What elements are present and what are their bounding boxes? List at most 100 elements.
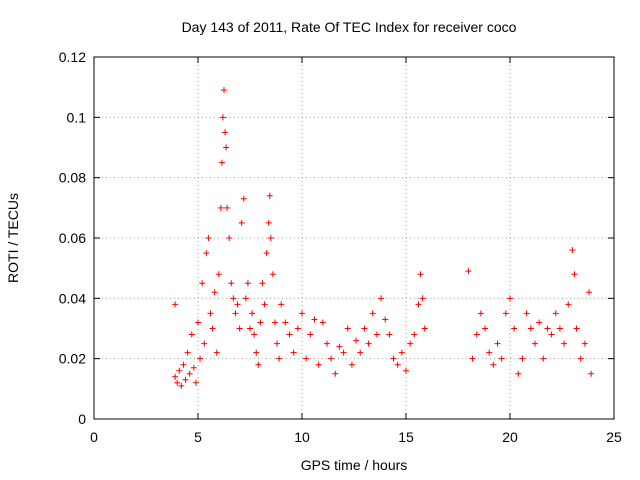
data-point — [203, 250, 210, 257]
data-point — [477, 310, 484, 317]
data-point — [172, 373, 179, 380]
data-point — [482, 325, 489, 332]
data-point — [215, 271, 222, 278]
x-tick-label: 5 — [194, 429, 202, 445]
data-point — [226, 235, 233, 241]
data-point — [192, 379, 199, 386]
data-point — [344, 325, 351, 332]
data-point — [228, 280, 235, 287]
y-tick-label: 0.08 — [59, 170, 86, 186]
x-tick-label: 15 — [398, 429, 414, 445]
plot-frame — [93, 56, 615, 420]
data-point — [556, 325, 563, 332]
data-point — [378, 295, 385, 302]
data-point — [188, 331, 195, 338]
x-axis-ticks: 0 5 10 15 20 25 — [90, 57, 622, 445]
data-point — [390, 355, 397, 362]
data-point — [219, 114, 226, 121]
data-point — [336, 343, 343, 350]
data-point — [577, 355, 584, 362]
data-point — [182, 376, 189, 383]
data-point — [178, 382, 185, 389]
data-point — [195, 319, 201, 326]
y-tick-label: 0.02 — [59, 351, 86, 367]
data-point — [490, 361, 497, 368]
data-point — [332, 370, 339, 377]
data-point — [502, 310, 509, 317]
data-point — [373, 331, 380, 338]
data-point — [261, 301, 268, 308]
data-point — [394, 361, 401, 368]
data-point — [569, 247, 576, 254]
data-point — [282, 319, 289, 326]
data-point — [353, 337, 360, 344]
data-point — [222, 129, 229, 136]
data-point — [242, 295, 249, 302]
data-point — [266, 192, 273, 199]
data-point — [561, 340, 568, 347]
data-point — [348, 361, 355, 368]
data-point — [197, 355, 204, 362]
data-point — [269, 271, 276, 278]
x-axis-title: GPS time / hours — [301, 457, 408, 473]
data-point — [201, 340, 208, 347]
data-point — [544, 325, 551, 332]
data-point — [473, 331, 480, 338]
data-point — [176, 367, 183, 374]
data-point — [411, 331, 418, 338]
data-point — [199, 280, 206, 287]
grid-lines — [94, 57, 614, 419]
data-point — [407, 340, 414, 347]
data-point — [417, 271, 424, 278]
data-point — [531, 340, 538, 347]
data-point — [540, 355, 547, 362]
y-axis-ticks: 0 0.02 0.04 0.06 0.08 0.1 0.12 — [59, 49, 614, 427]
data-point — [307, 331, 314, 338]
data-point — [259, 280, 266, 287]
data-point — [249, 310, 256, 317]
data-point — [581, 340, 588, 347]
data-point — [172, 301, 179, 308]
data-point — [184, 349, 191, 356]
data-point — [494, 340, 501, 347]
data-points — [172, 87, 595, 389]
data-point — [571, 271, 578, 278]
data-point — [465, 268, 472, 275]
data-point — [213, 349, 220, 356]
data-point — [565, 301, 572, 308]
data-point — [536, 319, 543, 326]
y-axis-title: ROTI / TECUs — [5, 193, 21, 283]
data-point — [265, 219, 272, 226]
data-point — [311, 316, 318, 323]
data-point — [180, 361, 187, 368]
data-point — [174, 379, 181, 386]
data-point — [247, 325, 253, 332]
data-point — [240, 195, 247, 202]
data-point — [218, 159, 225, 166]
data-point — [357, 349, 364, 356]
x-tick-label: 25 — [606, 429, 622, 445]
data-point — [498, 355, 505, 362]
data-point — [386, 331, 393, 338]
data-point — [244, 280, 251, 287]
data-point — [369, 310, 376, 317]
data-point — [278, 301, 285, 308]
data-point — [319, 319, 326, 326]
data-point — [419, 295, 426, 302]
data-point — [263, 250, 270, 257]
y-tick-label: 0.12 — [59, 49, 86, 65]
data-point — [190, 364, 197, 371]
data-point — [299, 310, 305, 317]
data-point — [548, 331, 555, 338]
data-point — [234, 301, 241, 308]
y-tick-label: 0 — [78, 411, 86, 427]
data-point — [340, 349, 347, 356]
data-point — [403, 367, 409, 374]
y-tick-label: 0.06 — [59, 230, 86, 246]
data-point — [323, 340, 330, 347]
chart-title: Day 143 of 2011, Rate Of TEC Index for r… — [182, 19, 517, 35]
data-point — [507, 295, 513, 302]
data-point — [573, 325, 580, 332]
data-point — [232, 310, 239, 317]
